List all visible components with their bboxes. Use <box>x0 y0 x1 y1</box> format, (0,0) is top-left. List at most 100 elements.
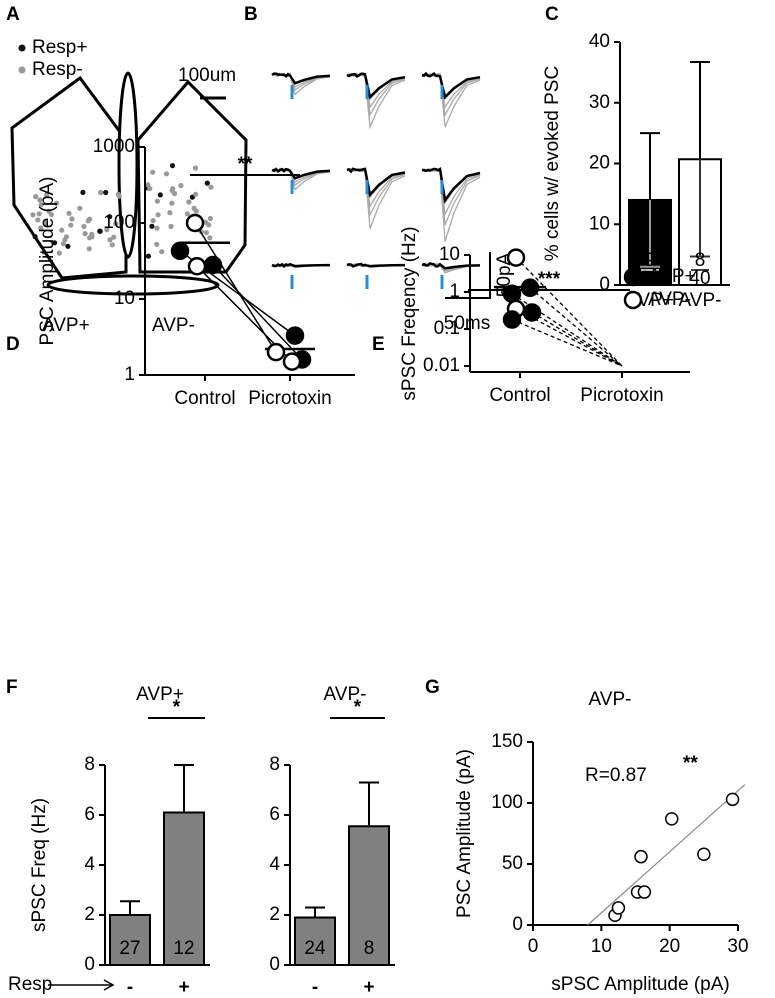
cell-dot <box>192 165 199 171</box>
y-tick-label: 100 <box>103 212 135 233</box>
region-label: AVP- <box>152 315 195 336</box>
cell-dot <box>207 235 213 241</box>
data-point <box>502 310 522 329</box>
cell-dot <box>60 241 66 247</box>
panel-label: B <box>244 4 258 25</box>
data-point <box>634 849 648 864</box>
cell-dot <box>86 246 92 252</box>
cell-dot <box>97 228 103 234</box>
y-tick-label: 0 <box>512 914 523 935</box>
x-tick-label: AVP- <box>679 290 722 311</box>
cell-dot <box>52 240 58 246</box>
y-axis-label: % cells w/ evoked PSC <box>542 66 563 261</box>
cell-dot <box>98 189 104 196</box>
count-label: 12 <box>173 938 194 959</box>
cell-dot <box>38 202 44 208</box>
cell-dot <box>186 199 192 205</box>
legend-label: Resp- <box>32 59 83 80</box>
legend-label: AVP+ <box>648 266 696 287</box>
y-tick-label: 1000 <box>93 136 135 157</box>
cell-dot <box>206 222 212 228</box>
trace <box>421 167 481 204</box>
y-axis-label: PSC Amplitude (pA) <box>37 177 58 346</box>
panel-label: D <box>6 334 20 355</box>
cell-dot <box>53 200 60 206</box>
cell-dot <box>109 242 115 248</box>
cell-dot <box>38 225 44 231</box>
cell-dot <box>80 189 86 195</box>
data-point <box>282 352 302 371</box>
cell-dot <box>65 243 71 249</box>
cell-dot <box>107 237 113 243</box>
y-tick-label: 1 <box>449 281 460 302</box>
cell-dot <box>59 227 65 233</box>
cell-dot <box>155 212 161 218</box>
data-point <box>637 885 652 899</box>
cell-dot <box>81 223 87 230</box>
panel-label: E <box>372 334 385 355</box>
trace <box>271 72 331 85</box>
bar <box>294 916 336 966</box>
scale-label: 100um <box>178 65 236 86</box>
fraction-denominator: 40 <box>689 268 710 289</box>
data-point <box>520 278 540 298</box>
bar <box>109 914 151 966</box>
cell-dot <box>32 234 38 240</box>
fit-line <box>587 784 746 926</box>
cell-dot <box>207 215 213 222</box>
trace <box>346 262 406 268</box>
cell-dot <box>82 231 88 237</box>
x-tick-label: 0 <box>528 936 539 957</box>
cell-dot <box>208 184 214 190</box>
data-point <box>725 792 740 807</box>
bar <box>163 811 205 966</box>
cell-dot <box>154 241 160 247</box>
y-tick-label: 0.01 <box>423 355 460 376</box>
cell-dot <box>104 227 110 233</box>
y-tick-label: 0 <box>599 274 610 295</box>
y-tick-label: 0 <box>269 954 280 975</box>
data-point <box>506 248 526 267</box>
cell-dot <box>149 223 155 229</box>
y-tick-label: 100 <box>491 792 523 813</box>
y-tick-label: 10 <box>114 288 135 309</box>
cell-dot <box>68 222 74 228</box>
y-axis-label: sPSC Freqency (Hz) <box>399 226 420 400</box>
x-tick-label: Picrotoxin <box>248 388 331 409</box>
pair-line <box>529 287 623 367</box>
y-axis-label: sPSC Freq (Hz) <box>29 798 50 932</box>
data-point <box>664 812 679 826</box>
trace <box>421 71 481 100</box>
cell-dot <box>169 200 175 206</box>
legend-marker <box>18 44 26 52</box>
legend-label: AVP- <box>648 289 691 310</box>
pair-line <box>212 264 303 361</box>
panel-label: F <box>6 677 18 698</box>
ventricle-outline <box>117 71 139 259</box>
y-tick-label: 2 <box>269 904 280 925</box>
count-label: 8 <box>364 938 375 959</box>
data-point <box>187 256 207 276</box>
bar <box>348 825 390 966</box>
y-tick-label: 6 <box>269 804 280 825</box>
region-outline <box>136 79 248 274</box>
x-tick-label: + <box>178 977 189 998</box>
data-point <box>266 342 286 362</box>
cell-dot <box>44 192 50 198</box>
scale-label: 50ms <box>444 313 490 334</box>
y-tick-label: 8 <box>269 754 280 775</box>
y-tick-label: 30 <box>589 92 610 113</box>
x-tick-label: 10 <box>591 936 612 957</box>
fraction-numerator: 8 <box>695 250 706 271</box>
chart-title: AVP+ <box>136 684 184 705</box>
significance-label: *** <box>538 269 561 290</box>
fraction-numerator: 9 <box>645 250 656 271</box>
y-tick-label: 2 <box>84 904 95 925</box>
x-tick-label: - <box>312 977 318 998</box>
cell-dot <box>37 197 43 203</box>
trace <box>421 168 481 242</box>
cell-dot <box>178 182 184 189</box>
y-tick-label: 10 <box>439 244 460 265</box>
x-tick-label: + <box>363 977 374 998</box>
cell-dot <box>145 182 151 188</box>
